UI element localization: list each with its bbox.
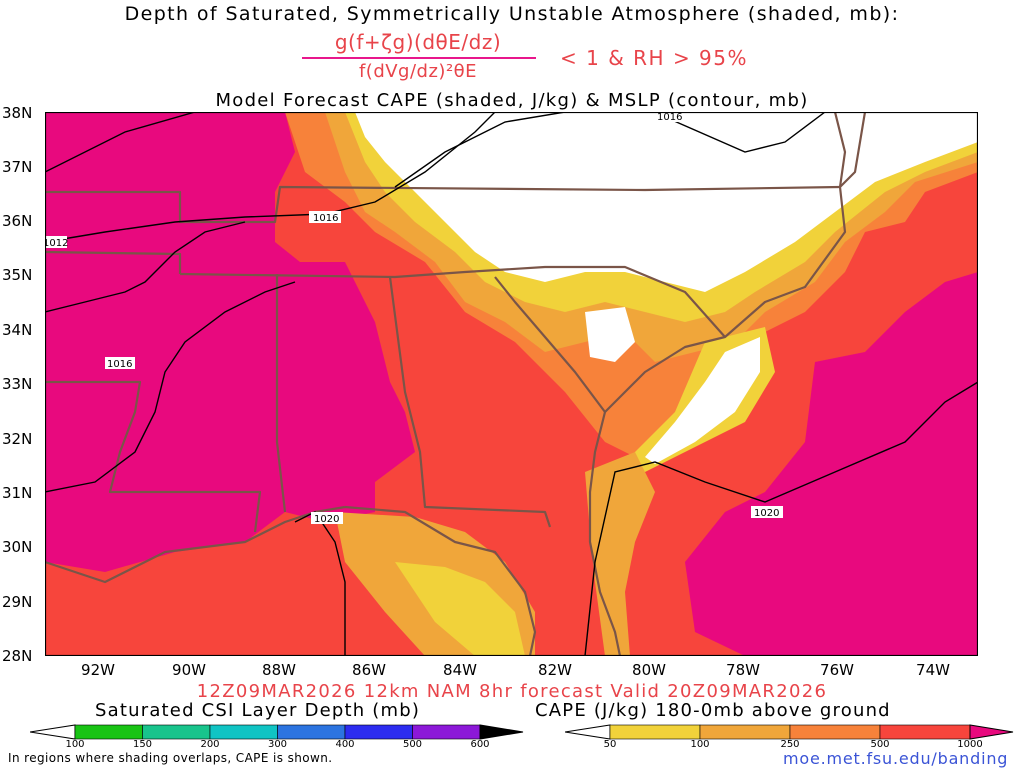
formula-fraction-line bbox=[302, 57, 536, 59]
ar-ok-border bbox=[45, 250, 182, 274]
cape-legend-title: CAPE (J/kg) 180-0mb above ground bbox=[535, 700, 891, 721]
colorbar-segment bbox=[277, 724, 346, 740]
map-title: Depth of Saturated, Symmetrically Unstab… bbox=[124, 3, 900, 25]
lat-label: 38N bbox=[2, 104, 33, 122]
cape-field-none-offshore-inner bbox=[645, 337, 760, 464]
forecast-map: 1016 1016 1012 1016 1020 1020 bbox=[45, 112, 978, 656]
colorbar-segment bbox=[879, 724, 971, 740]
tn-south-border bbox=[179, 265, 726, 338]
colorbar-tick-label: 100 bbox=[690, 739, 710, 750]
lat-label: 36N bbox=[2, 212, 33, 230]
cape-field-100-fl bbox=[585, 452, 655, 656]
colorbar-segment bbox=[609, 724, 701, 740]
lat-label: 29N bbox=[2, 593, 33, 611]
isobar-label: 1020 bbox=[754, 508, 779, 519]
ga-sc-border bbox=[494, 276, 606, 413]
colorbar-segment bbox=[565, 724, 611, 740]
isobar-1012 bbox=[45, 221, 246, 313]
colorbar-segment bbox=[412, 724, 481, 740]
lon-label: 92W bbox=[81, 661, 115, 679]
lat-label: 34N bbox=[2, 321, 33, 339]
cape-field-none-sc bbox=[585, 307, 635, 362]
delmarva-coast bbox=[833, 112, 847, 188]
tn-ky-border bbox=[45, 185, 841, 224]
lat-label: 37N bbox=[2, 158, 33, 176]
lat-label: 30N bbox=[2, 538, 33, 556]
fl-east-coast bbox=[588, 411, 622, 656]
isobar-label: 1016 bbox=[313, 213, 338, 224]
colorbar-segment bbox=[142, 724, 211, 740]
colorbar-segment bbox=[74, 724, 143, 740]
lon-label: 76W bbox=[820, 661, 854, 679]
lon-label: 84W bbox=[443, 661, 477, 679]
lon-label: 86W bbox=[352, 661, 386, 679]
colorbar-segment bbox=[969, 724, 1014, 740]
formula-condition: < 1 & RH > 95% bbox=[560, 46, 749, 70]
colorbar-tick-label: 50 bbox=[603, 739, 617, 750]
colorbar-tick-label: 200 bbox=[200, 739, 220, 750]
colorbar-tick-label: 500 bbox=[870, 739, 890, 750]
isobar-1020-east bbox=[584, 381, 978, 656]
csi-legend-title: Saturated CSI Layer Depth (mb) bbox=[95, 700, 421, 721]
map-border bbox=[45, 112, 978, 656]
lat-label: 35N bbox=[2, 266, 33, 284]
formula-denominator: f(dVg/dz)²θE bbox=[358, 61, 478, 82]
credit-link[interactable]: moe.met.fsu.edu/banding bbox=[783, 749, 1009, 768]
cape-field-50-gulf bbox=[395, 562, 525, 656]
colorbar-tick-label: 1000 bbox=[957, 739, 983, 750]
colorbar-tick-label: 400 bbox=[335, 739, 355, 750]
colorbar-segment bbox=[479, 724, 524, 740]
forecast-valid-info: 12Z09MAR2026 12km NAM 8hr forecast Valid… bbox=[196, 681, 828, 702]
csi-colorbar bbox=[30, 724, 524, 740]
colorbar-segment bbox=[789, 724, 881, 740]
isobars bbox=[45, 112, 978, 656]
lat-label: 31N bbox=[2, 484, 33, 502]
lon-label: 90W bbox=[172, 661, 206, 679]
colorbar-tick-label: 500 bbox=[402, 739, 423, 750]
atlantic-coast bbox=[604, 112, 867, 413]
isobar-label: 1016 bbox=[657, 112, 682, 123]
isobar-label: 1012 bbox=[45, 238, 68, 249]
lon-label: 80W bbox=[632, 661, 666, 679]
isobar-1016-south bbox=[45, 281, 296, 493]
lat-label: 28N bbox=[2, 647, 33, 665]
al-ga-border bbox=[388, 276, 552, 528]
isobar-1016-north bbox=[45, 112, 826, 188]
colorbar-tick-label: 600 bbox=[470, 739, 490, 750]
colorbar-tick-label: 150 bbox=[132, 739, 153, 750]
state-borders bbox=[45, 112, 867, 656]
map-subtitle: Model Forecast CAPE (shaded, J/kg) & MSL… bbox=[215, 90, 809, 111]
ms-al-border bbox=[275, 274, 287, 513]
isobar-label: 1020 bbox=[314, 514, 339, 525]
lat-label: 32N bbox=[2, 430, 33, 448]
colorbar-segment bbox=[344, 724, 413, 740]
colorbar-segment bbox=[30, 724, 76, 740]
colorbar-tick-label: 250 bbox=[780, 739, 800, 750]
formula-numerator: g(f+ζg)(dθE/dz) bbox=[334, 30, 502, 54]
isobar-labels: 1016 1016 1012 1016 1020 1020 bbox=[45, 112, 783, 525]
lon-label: 78W bbox=[726, 661, 760, 679]
shading-note: In regions where shading overlaps, CAPE … bbox=[8, 751, 333, 765]
lon-label: 74W bbox=[916, 661, 950, 679]
isobar-1020-gulf bbox=[294, 511, 346, 656]
isobar-label: 1016 bbox=[107, 359, 132, 370]
fl-gulf-coast bbox=[344, 505, 537, 656]
cape-field-none-north-inner bbox=[355, 112, 978, 292]
lon-label: 88W bbox=[262, 661, 296, 679]
colorbar-segment bbox=[209, 724, 278, 740]
lat-label: 33N bbox=[2, 375, 33, 393]
la-ar-border bbox=[45, 380, 262, 533]
lon-label: 82W bbox=[538, 661, 572, 679]
cape-field-1000-east bbox=[685, 272, 978, 656]
cape-colorbar bbox=[565, 724, 1014, 740]
colorbar-tick-label: 300 bbox=[267, 739, 288, 750]
colorbar-tick-label: 100 bbox=[65, 739, 85, 750]
colorbar-segment bbox=[699, 724, 791, 740]
